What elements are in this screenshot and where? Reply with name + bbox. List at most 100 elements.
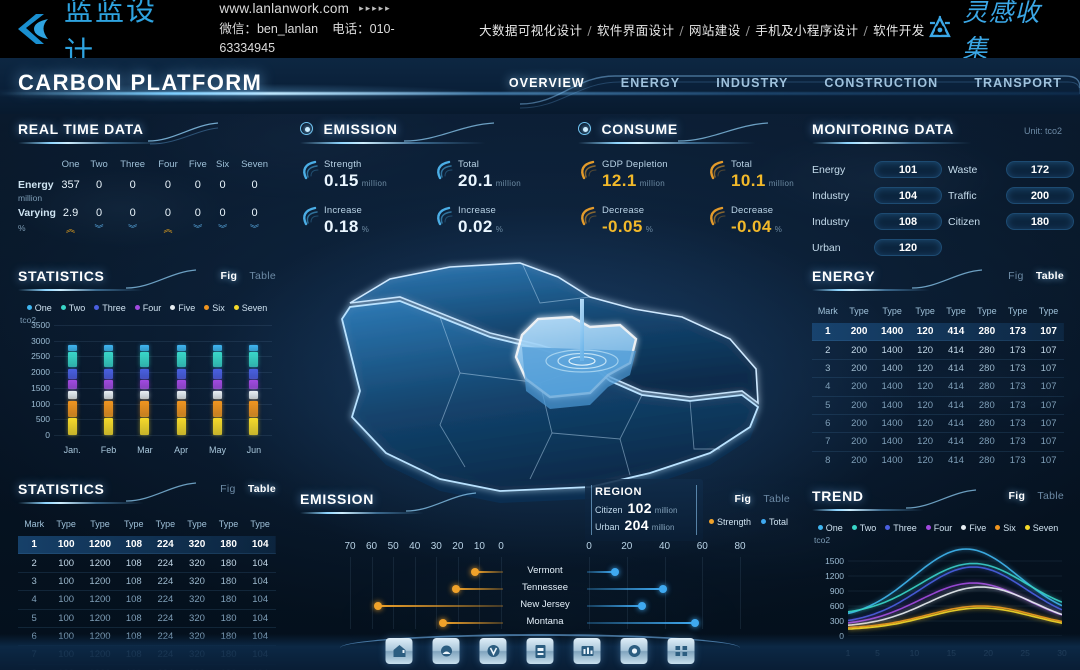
bar-segment-five — [176, 390, 186, 400]
nav-item-energy[interactable]: ENERGY — [620, 76, 681, 90]
grid-icon — [675, 646, 687, 656]
title-arc-decor — [404, 122, 494, 142]
bar-gridline — [54, 387, 272, 389]
table-toggle[interactable]: Table — [1035, 270, 1064, 282]
table-cell: 2 — [812, 340, 844, 360]
table-toggle[interactable]: Table — [247, 483, 276, 495]
tooltip-unit: million — [651, 523, 675, 532]
emission-chart-view-toggle[interactable]: Fig Table — [726, 493, 790, 505]
toolbar-button-document[interactable] — [526, 638, 554, 664]
table-toggle[interactable]: Table — [763, 493, 790, 505]
bar-segment-seven — [176, 418, 186, 435]
legend-item-five: Five — [961, 523, 986, 533]
bar-chart-plot: Jan. Feb Mar Apr May Jun — [54, 325, 272, 455]
col-type: Type — [1007, 306, 1028, 316]
panel-emission-kpi: EMISSION Strength 0.15 million Total 20.1 mil… — [300, 121, 560, 237]
emission-strength-bar — [475, 571, 503, 573]
table-row: Varying 2.9 0 0 0 0 0 0 — [18, 205, 276, 221]
toolbar-button-home[interactable] — [385, 638, 413, 664]
table-cell: 107 — [1040, 454, 1057, 466]
toolbar-button-chart[interactable] — [573, 638, 601, 664]
monitoring-value: 172 — [1006, 161, 1074, 178]
legend-item-three: Three — [94, 303, 126, 313]
table-cell: 280 — [971, 432, 1003, 452]
table-row: Energy 357 0 0 0 0 0 0 — [18, 177, 276, 193]
table-row-unit: % ︽ ︾ ︾ ︽ ︾ ︾ ︾ — [18, 221, 276, 237]
rt-cell: 0 — [194, 207, 201, 219]
emission-strength-dot — [471, 568, 480, 576]
header-swoosh-line — [0, 92, 1080, 95]
legend-item-seven: Seven — [233, 303, 267, 313]
rt-arrow-up-icon: ︽ — [163, 224, 173, 234]
bar-column — [104, 344, 113, 435]
rt-arrow-up-icon: ︽ — [66, 224, 76, 234]
rt-col-two: Two — [90, 159, 108, 170]
rt-cell: 2.9 — [62, 207, 79, 219]
table-cell: 280 — [971, 377, 1003, 397]
trend-line-seven — [847, 607, 1063, 630]
monitoring-value: 180 — [1006, 213, 1074, 230]
bar-gridline — [54, 372, 272, 374]
monitoring-label: Citizen — [948, 215, 981, 228]
bar-segment-five — [249, 390, 259, 400]
nav-item-construction[interactable]: CONSTRUCTION — [824, 76, 939, 90]
tooltip-label: Urban — [595, 522, 620, 532]
table-cell: 224 — [149, 572, 182, 592]
fig-toggle[interactable]: Fig — [734, 493, 752, 505]
table-cell: 120 — [909, 340, 941, 360]
page-title: CARBON PLATFORM — [18, 70, 263, 95]
rt-arrow-cell — [152, 193, 183, 205]
kpi-value: 0.18% — [324, 217, 370, 236]
bar-y-tick: 2500 — [31, 351, 50, 362]
toolbar-button-grid[interactable] — [667, 638, 695, 664]
fig-toggle[interactable]: Fig — [220, 270, 238, 282]
panel-title-text: EMISSION — [300, 491, 375, 507]
bar-y-tick: 2000 — [31, 367, 50, 378]
trend-view-toggle[interactable]: Fig Table — [1000, 490, 1064, 502]
rt-arrow-down-icon: ︾ — [128, 224, 138, 234]
table-row: 2 100 1200 108 224 320 180 104 — [18, 553, 276, 573]
nav-item-overview[interactable]: OVERVIEW — [508, 76, 585, 90]
table-cell: 200 — [843, 414, 875, 434]
fig-toggle[interactable]: Fig — [1008, 490, 1026, 502]
rt-arrow-cell — [85, 193, 113, 205]
rt-cell: 0 — [129, 207, 136, 219]
bar-column — [249, 344, 259, 435]
toolbar-button-cloud[interactable] — [432, 638, 460, 664]
legend-item-four: Four — [925, 523, 952, 533]
col-type: Type — [1038, 306, 1059, 316]
table-cell: 414 — [940, 432, 972, 452]
kpi-value: 10.1 million — [731, 171, 795, 190]
table-cell: 224 — [149, 609, 182, 628]
table-cell: 414 — [948, 454, 964, 466]
table-cell: 1400 — [874, 377, 910, 397]
nav-item-industry[interactable]: INDUSTRY — [716, 76, 789, 90]
bar-gridline — [54, 340, 272, 342]
emission-left-tick: 70 — [344, 541, 356, 552]
toolbar-button-shield[interactable] — [479, 638, 507, 664]
toolbar-button-globe[interactable] — [620, 638, 648, 664]
energy-view-toggle[interactable]: Fig Table — [999, 270, 1064, 282]
kpi-unit: % — [495, 225, 504, 234]
table-cell: 200 — [843, 340, 875, 360]
service-separator: / — [863, 22, 869, 38]
bar-segment-two — [140, 352, 150, 368]
table-row: 2 200 1400 120 414 280 173 107 — [812, 340, 1064, 360]
table-cell: 5 — [18, 609, 51, 628]
title-arc-decor — [126, 269, 196, 289]
legend-dot-icon — [760, 519, 766, 524]
region-map[interactable]: REGION Citizen 102 million Urban 204 million — [290, 253, 800, 543]
statistics-chart-view-toggle[interactable]: Fig Table — [212, 270, 276, 282]
table-toggle[interactable]: Table — [249, 270, 276, 282]
nav-item-transport[interactable]: TRANSPORT — [974, 76, 1062, 90]
kpi-swirl-icon — [578, 206, 598, 228]
fig-toggle[interactable]: Fig — [1008, 270, 1024, 282]
table-toggle[interactable]: Table — [1037, 490, 1064, 502]
statistics-table-view-toggle[interactable]: Fig Table — [211, 483, 276, 495]
table-cell: 180 — [212, 536, 245, 555]
bar-segment-seven — [213, 418, 222, 435]
fig-toggle[interactable]: Fig — [220, 483, 236, 495]
emission-total-dot — [637, 602, 646, 610]
logo-text: 蓝蓝设计 — [64, 0, 158, 69]
col-type: Type — [915, 306, 935, 316]
